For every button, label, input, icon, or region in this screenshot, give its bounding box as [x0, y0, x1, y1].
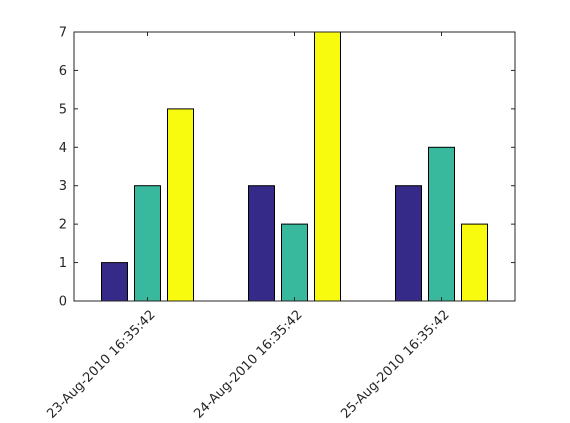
bar-3-3 — [461, 223, 488, 302]
y-tick-label: 2 — [59, 218, 67, 233]
bar-1-2 — [248, 185, 275, 302]
y-tick-label: 5 — [59, 102, 67, 117]
x-tick-label: 24-Aug-2010 16:35:42 — [191, 307, 305, 421]
bar-2-3 — [428, 146, 455, 302]
y-axis: 0 1 2 3 4 5 6 7 — [59, 26, 515, 310]
bar-3-1 — [167, 108, 194, 302]
bars-layer — [101, 31, 488, 302]
y-tick-label: 4 — [59, 141, 67, 156]
bar-1-1 — [101, 262, 128, 302]
y-tick-label: 1 — [59, 256, 67, 271]
y-tick-label: 3 — [59, 179, 67, 194]
bar-2-2 — [281, 223, 308, 302]
y-tick-label: 7 — [59, 26, 67, 41]
bar-1-3 — [395, 185, 422, 302]
bar-2-1 — [134, 185, 161, 302]
bar-3-2 — [314, 31, 341, 302]
x-tick-label: 25-Aug-2010 16:35:42 — [338, 307, 452, 421]
y-tick-label: 0 — [59, 295, 67, 310]
y-tick-label: 6 — [59, 64, 67, 79]
x-tick-label: 23-Aug-2010 16:35:42 — [44, 307, 158, 421]
